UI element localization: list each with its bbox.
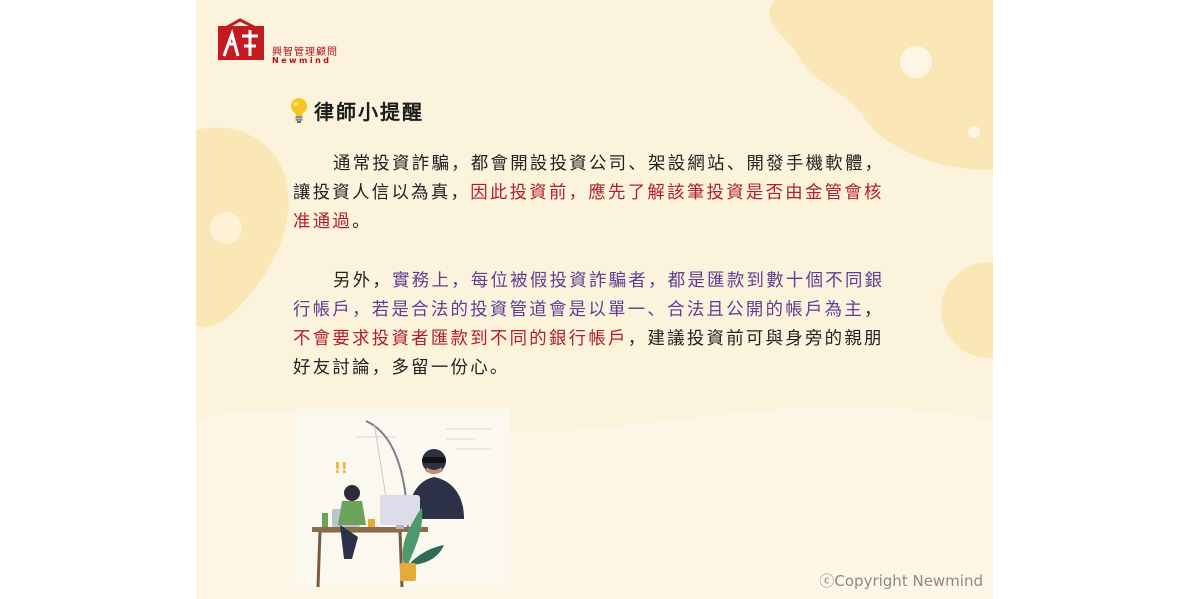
- logo-mark-icon: [218, 18, 264, 60]
- paragraph-1-highlight: 因此投資前，應先了解該筆投資是否由金管會核准通過: [293, 183, 884, 232]
- scammer-fishing-woman-illustration: !!: [296, 409, 510, 587]
- lightbulb-icon: [291, 98, 307, 123]
- decorative-blob-top-right: [769, 0, 993, 170]
- paragraph-2-highlight: 不會要求投資者匯款到不同的銀行帳戶: [293, 329, 628, 349]
- paragraph-2: 另外，實務上，每位被假投資詐騙者，都是匯款到數十個不同銀行帳戶，若是合法的投資管…: [293, 267, 893, 383]
- section-heading: 律師小提醒: [290, 96, 424, 124]
- paragraph-1-end: 。: [352, 212, 372, 232]
- logo-chinese-name: 興智管理顧問: [272, 47, 338, 58]
- decorative-circle-right: [941, 262, 993, 358]
- paragraph-2-purple-text: 實務上，每位被假投資詐騙者，都是匯款到數十個不同銀行帳戶，若是合法的投資管道會是…: [293, 271, 885, 320]
- logo-english-name: Newmind: [272, 56, 332, 65]
- company-logo: 興智管理顧問 Newmind: [216, 18, 341, 66]
- copyright-notice: ⓒCopyright Newmind: [819, 572, 983, 590]
- paragraph-2-end: ，建議投資前可與身旁的親朋好友討論，多留一份心。: [293, 329, 884, 378]
- heading-title: 律師小提醒: [314, 99, 424, 124]
- svg-text:!!: !!: [334, 459, 348, 477]
- slide: 興智管理顧問 Newmind 律師小提醒 通常投資詐騙，都會開設投資公司、架設網…: [196, 0, 993, 599]
- paragraph-1-text: 通常投資詐騙，都會開設投資公司、架設網站、開發手機軟體，讓投資人信以為真，: [293, 154, 885, 203]
- paragraph-2-comma: ，: [864, 300, 884, 320]
- paragraph-2-intro: 另外，: [333, 271, 393, 291]
- decorative-blob-left: [196, 127, 289, 327]
- paragraph-1: 通常投資詐騙，都會開設投資公司、架設網站、開發手機軟體，讓投資人信以為真，因此投…: [293, 150, 893, 237]
